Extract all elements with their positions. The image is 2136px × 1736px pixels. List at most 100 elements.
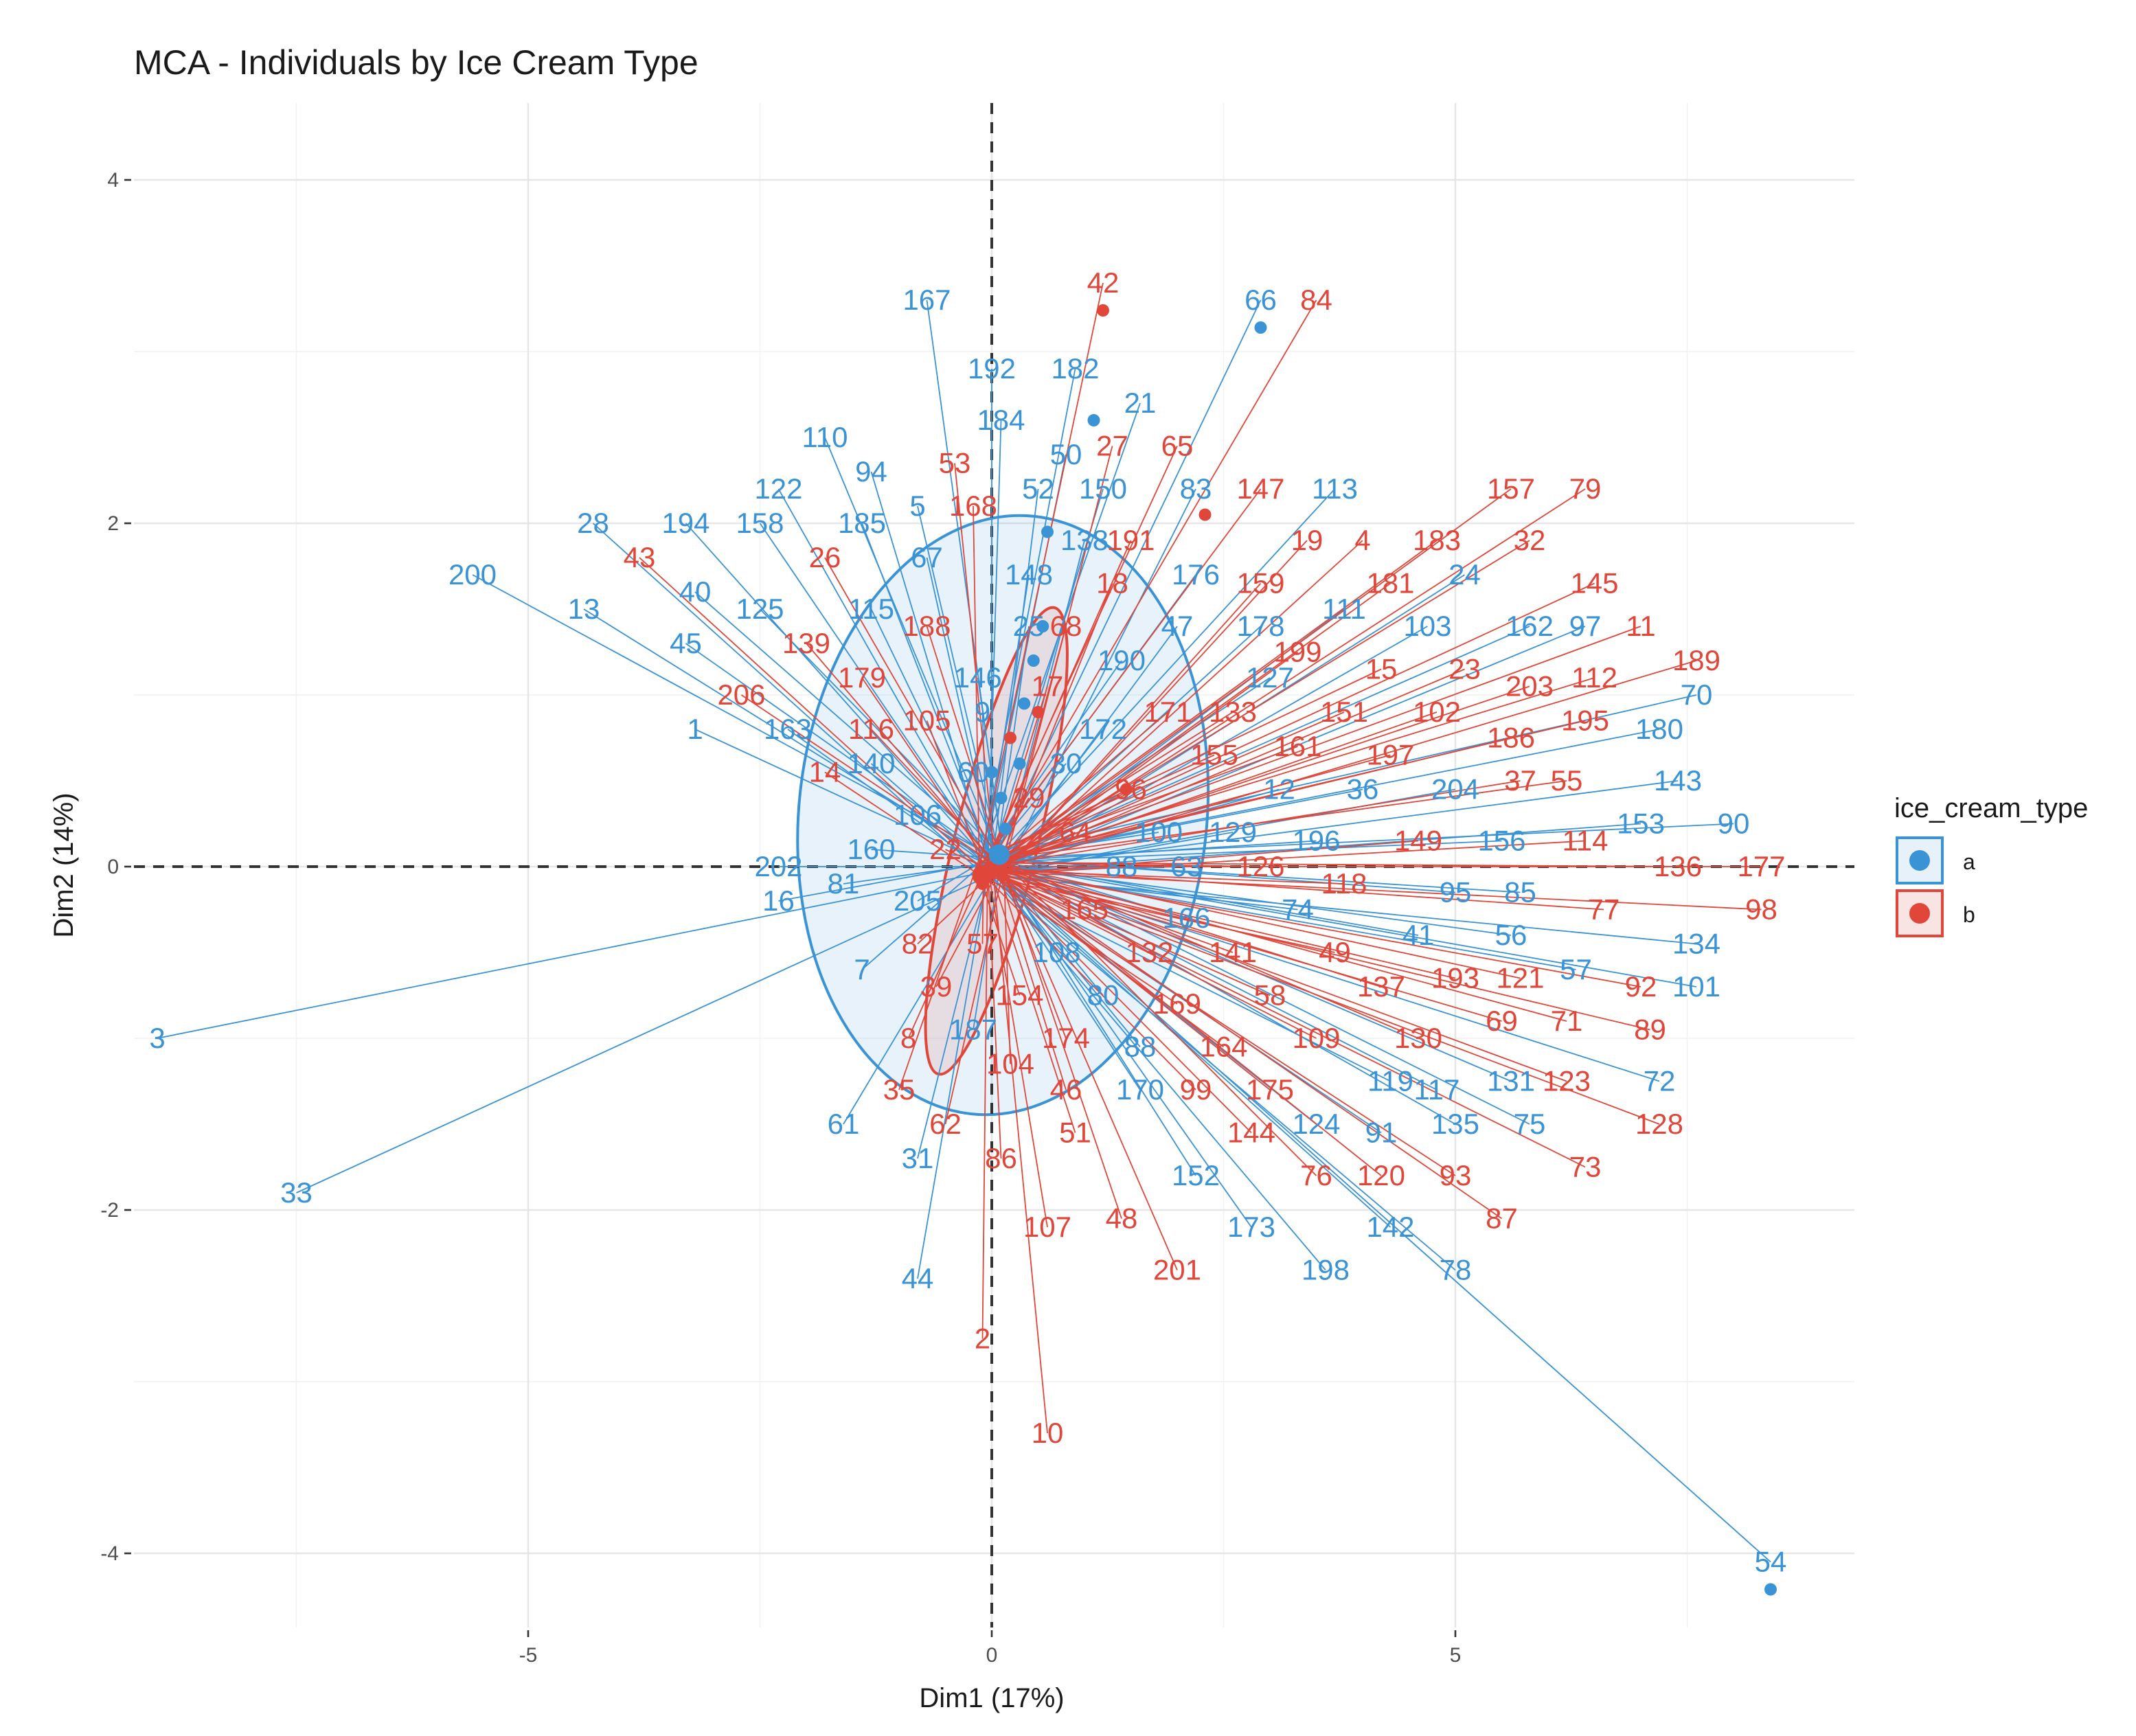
- point-label: 118: [1321, 867, 1367, 900]
- connector-line: [898, 858, 980, 1090]
- point-label: 122: [754, 472, 802, 505]
- point-label: 164: [1199, 1031, 1247, 1063]
- connector-line: [685, 643, 992, 859]
- point-label: 68: [1050, 610, 1082, 642]
- point-label: 125: [736, 593, 784, 625]
- point-label: 100: [1135, 816, 1183, 848]
- point-label: 48: [1106, 1202, 1138, 1235]
- point-label: 185: [838, 507, 886, 539]
- connector-line: [999, 729, 1660, 859]
- point-label: 155: [1190, 739, 1238, 771]
- point-label: 191: [1106, 524, 1155, 556]
- connector-line: [979, 711, 1234, 871]
- point-label: 194: [661, 507, 709, 539]
- point-label: 153: [1617, 808, 1665, 840]
- point-label: 7: [854, 953, 870, 985]
- point-label: 105: [902, 705, 951, 737]
- connector-line: [991, 862, 1697, 987]
- point-label: 169: [1153, 987, 1201, 1020]
- point-label: 89: [1634, 1014, 1666, 1046]
- data-point: [1120, 783, 1133, 796]
- point-label: 1: [687, 713, 703, 745]
- data-point: [999, 823, 1012, 835]
- point-label: 110: [802, 421, 848, 453]
- point-label: 193: [1431, 962, 1479, 994]
- point-label: 181: [1366, 567, 1414, 599]
- point-label: 168: [949, 490, 997, 522]
- point-label: 159: [1236, 567, 1284, 599]
- connector-line: [824, 437, 1001, 859]
- data-point: [1087, 414, 1100, 426]
- connector-line: [999, 582, 1262, 876]
- connector-line: [987, 870, 1456, 1176]
- point-label: 135: [1431, 1108, 1479, 1140]
- point-label: 158: [736, 507, 784, 539]
- point-label: 187: [949, 1014, 997, 1046]
- point-label: 130: [1394, 1022, 1442, 1054]
- connector-line: [979, 299, 1317, 876]
- point-label: 28: [577, 507, 609, 539]
- data-point: [1013, 757, 1026, 770]
- connector-line: [983, 874, 1196, 1090]
- point-label: 37: [1504, 764, 1536, 797]
- point-label: 41: [1402, 919, 1435, 951]
- point-label: 66: [1245, 284, 1277, 316]
- point-label: 198: [1302, 1254, 1350, 1286]
- connector-line: [1003, 870, 1122, 1219]
- connector-line: [1003, 823, 1734, 859]
- connector-line: [759, 523, 997, 871]
- point-label: 171: [1144, 696, 1192, 728]
- point-label: 128: [1635, 1108, 1683, 1140]
- connector-line: [991, 862, 1679, 867]
- point-label: 17: [1032, 670, 1064, 703]
- point-label: 29: [1013, 781, 1045, 814]
- point-label: 30: [1050, 747, 1082, 779]
- point-label: 18: [1096, 567, 1128, 599]
- point-label: 62: [929, 1108, 962, 1140]
- point-label: 142: [1366, 1211, 1414, 1243]
- point-label: 180: [1635, 713, 1683, 745]
- connector-line: [999, 874, 1650, 1031]
- point-label: 5: [909, 490, 925, 522]
- group-mean-point-a: [988, 844, 1010, 865]
- connector-line: [983, 626, 1530, 867]
- connector-line: [995, 870, 1567, 1082]
- point-label: 14: [809, 756, 841, 788]
- data-point: [1198, 508, 1212, 521]
- y-axis-title: Dim2 (14%): [49, 792, 79, 937]
- connector-line: [843, 862, 997, 884]
- point-label: 36: [1347, 773, 1379, 806]
- point-label: 103: [1403, 610, 1451, 642]
- point-label: 12: [1263, 773, 1295, 806]
- point-label: 63: [1170, 850, 1203, 882]
- point-label: 53: [939, 447, 971, 479]
- point-label: 165: [1060, 893, 1109, 926]
- point-label: 205: [894, 884, 942, 917]
- point-label: 65: [1161, 430, 1194, 462]
- connector-line: [983, 866, 1641, 987]
- point-label: 119: [1367, 1065, 1413, 1097]
- point-label: 47: [1161, 610, 1194, 642]
- point-label: 204: [1431, 773, 1479, 806]
- point-label: 109: [1292, 1022, 1340, 1054]
- connector-line: [987, 668, 1465, 871]
- connector-line: [999, 866, 1196, 1176]
- point-label: 195: [1561, 705, 1609, 737]
- point-label: 15: [1365, 653, 1398, 685]
- point-label: 8: [900, 1022, 916, 1054]
- connector-line: [987, 420, 1002, 876]
- y-tick-label: 2: [107, 512, 119, 535]
- point-label: 201: [1153, 1254, 1201, 1286]
- connector-line: [694, 591, 1001, 859]
- connector-line: [917, 862, 992, 1159]
- connector-line: [824, 771, 980, 876]
- connector-line: [979, 660, 1697, 876]
- point-label: 120: [1357, 1159, 1405, 1191]
- point-label: 114: [1563, 825, 1609, 857]
- connector-line: [995, 626, 1641, 863]
- connector-line: [983, 754, 1215, 859]
- connector-line: [1003, 870, 1345, 884]
- point-label: 81: [828, 867, 860, 900]
- connector-line: [987, 862, 1076, 1133]
- point-label: 74: [1282, 893, 1314, 926]
